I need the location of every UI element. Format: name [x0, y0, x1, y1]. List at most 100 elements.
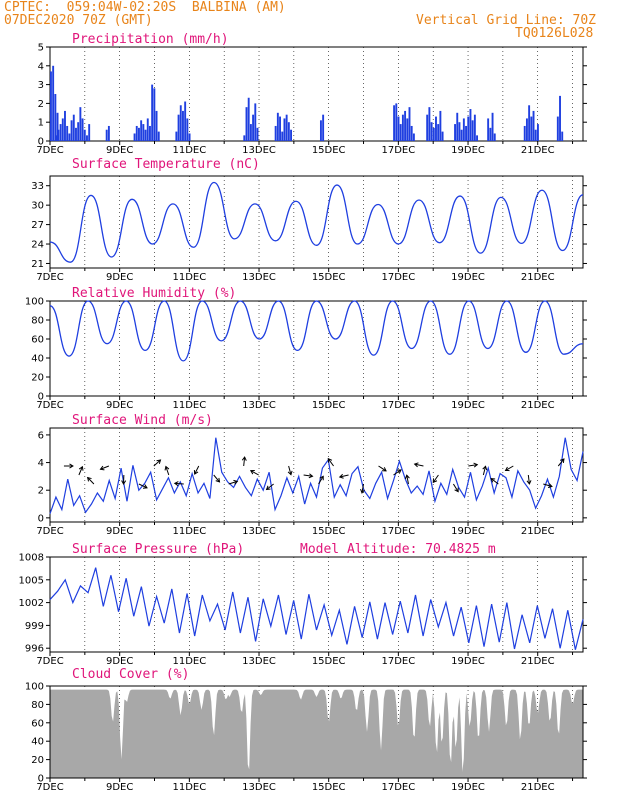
y-tick-label: 60: [31, 335, 44, 346]
panel-title: Surface Wind (m/s): [72, 413, 213, 428]
precip-bar: [52, 65, 55, 141]
precip-bar: [177, 114, 180, 141]
y-tick-label: 27: [31, 220, 44, 231]
x-tick-label: 19DEC: [451, 656, 485, 667]
precip-bar: [254, 103, 257, 141]
y-tick-label: 80: [31, 700, 44, 711]
model-altitude-label: Model Altitude: 70.4825 m: [300, 542, 496, 557]
x-tick-label: 17DEC: [381, 526, 415, 537]
y-tick-label: 0: [38, 513, 44, 524]
wind-arrow: [327, 458, 334, 467]
panel-frame: [49, 46, 584, 142]
x-tick-label: 19DEC: [451, 145, 485, 156]
precip-bar: [256, 127, 259, 141]
precip-bar: [79, 107, 82, 141]
wind-arrow-head: [454, 487, 459, 493]
precip-bar: [473, 114, 476, 141]
wind-arrow-head: [249, 469, 255, 475]
x-tick-label: 7DEC: [36, 400, 63, 411]
precip-bar: [175, 131, 178, 141]
wind-arrow: [228, 480, 238, 485]
wind-arrow-head: [142, 484, 148, 489]
wind-arrow: [243, 456, 246, 467]
precip-bar: [59, 124, 62, 141]
y-tick-label: 2: [38, 99, 44, 110]
x-tick-label: 15DEC: [312, 656, 346, 667]
x-tick-label: 11DEC: [172, 782, 206, 793]
wind-arrow: [557, 458, 565, 467]
wind-arrow: [318, 476, 324, 485]
x-tick-label: 17DEC: [381, 400, 415, 411]
x-tick-label: 11DEC: [172, 526, 206, 537]
x-tick-label: 7DEC: [36, 145, 63, 156]
wind-arrow-head: [482, 465, 488, 471]
wind-arrow: [406, 475, 409, 485]
precip-bar: [460, 129, 463, 141]
wind-arrow-head: [86, 476, 92, 482]
precip-bar: [471, 120, 474, 141]
precip-bar: [57, 129, 60, 141]
wind-arrow: [468, 464, 478, 467]
precip-bar: [138, 127, 140, 141]
temperature-line: [49, 181, 584, 263]
wind-arrow: [393, 469, 402, 476]
y-tick-label: 40: [31, 737, 44, 748]
panel-title: Surface Temperature (nC): [72, 157, 260, 172]
precip-bar: [525, 118, 528, 141]
precip-bar: [476, 135, 479, 141]
wind-arrow-head: [526, 480, 532, 485]
wind-arrow: [174, 482, 184, 485]
wind-arrow: [527, 474, 530, 484]
precip-bar: [77, 122, 80, 141]
panel-title: Precipitation (mm/h): [72, 32, 229, 47]
precip-bar: [491, 112, 494, 141]
wind-arrow-head: [265, 485, 271, 491]
y-tick-label: 20: [31, 755, 44, 766]
precip-bar: [135, 125, 138, 141]
precip-bar: [395, 103, 398, 141]
y-tick-label: 24: [31, 240, 44, 251]
precip-bar: [439, 110, 442, 141]
precip-bar: [561, 131, 564, 141]
y-tick-label: 3: [38, 80, 44, 91]
precip-bar: [397, 116, 400, 141]
wind-arrow: [266, 483, 274, 490]
precip-bar: [142, 124, 145, 141]
precip-bar: [287, 122, 290, 141]
precip-bar: [534, 129, 537, 141]
precip-bar: [530, 116, 533, 141]
wind-arrow-head: [78, 465, 84, 471]
wind-arrow-head: [121, 480, 127, 485]
precip-bar: [245, 107, 248, 141]
x-tick-label: 19DEC: [451, 400, 485, 411]
precip-bar: [412, 133, 415, 141]
wind-arrow-head: [413, 462, 419, 468]
panel-title: Surface Pressure (hPa): [72, 542, 244, 557]
x-tick-label: 7DEC: [36, 656, 63, 667]
wind-arrow-head: [193, 469, 199, 475]
x-tick-label: 9DEC: [106, 526, 133, 537]
x-tick-label: 13DEC: [242, 526, 276, 537]
precip-bar: [54, 94, 57, 141]
precip-bar: [465, 125, 468, 141]
y-tick-label: 5: [38, 43, 44, 54]
x-tick-label: 19DEC: [451, 782, 485, 793]
station-header: CPTEC: 059:04W-02:20S BALBINA (AM): [4, 0, 286, 15]
wind-arrow-head: [504, 466, 510, 472]
precip-bar: [441, 131, 444, 141]
precip-bar: [454, 124, 457, 141]
wind-arrow-head: [547, 483, 553, 489]
precip-bar: [64, 110, 66, 141]
panel-frame-top: [49, 685, 584, 779]
precip-bar: [393, 105, 396, 141]
precip-bar: [283, 118, 286, 141]
wind-arrow-head: [287, 470, 293, 476]
x-tick-label: 13DEC: [242, 400, 276, 411]
x-tick-label: 15DEC: [312, 782, 346, 793]
precip-bar: [559, 95, 561, 141]
x-tick-label: 9DEC: [106, 400, 133, 411]
y-tick-label: 30: [31, 201, 44, 212]
precip-bar: [428, 107, 431, 141]
precip-bar: [426, 114, 429, 141]
x-tick-label: 11DEC: [172, 272, 206, 283]
